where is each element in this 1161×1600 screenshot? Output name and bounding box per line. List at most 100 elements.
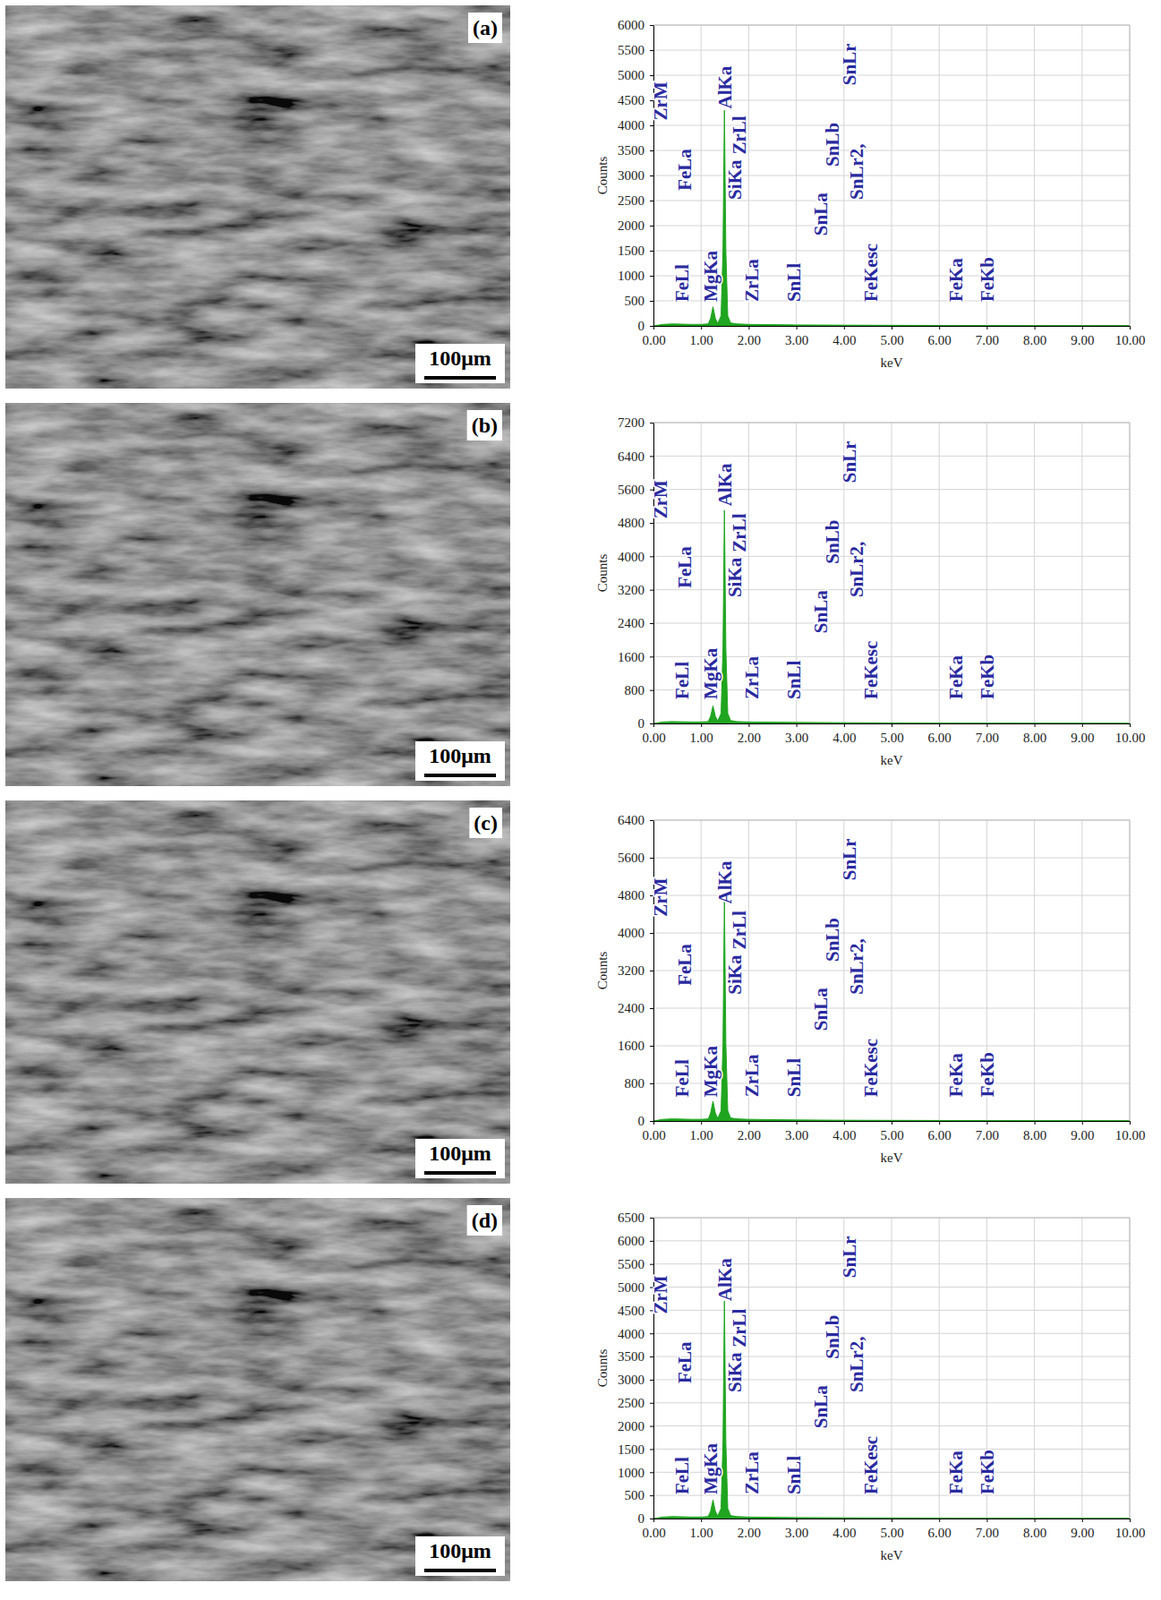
peak-label: SnLa (810, 1384, 832, 1428)
peak-label: FeLa (674, 148, 696, 191)
y-tick-label: 6400 (617, 449, 645, 464)
grid (653, 819, 1130, 1121)
y-tick-mark (649, 1448, 654, 1450)
x-axis: 0.001.002.003.004.005.006.007.008.009.00… (641, 1120, 1145, 1143)
spectrum-chart: 0.001.002.003.004.005.006.007.008.009.00… (595, 1210, 1145, 1563)
y-tick-mark (649, 1240, 654, 1242)
micrograph-ground (5, 5, 511, 389)
x-tick: 5.00 (879, 1518, 904, 1540)
x-tick-mark (844, 723, 846, 727)
y-tick: 2000 (617, 1418, 654, 1434)
y-tick-label: 5600 (617, 482, 645, 497)
x-tick: 6.00 (928, 325, 952, 348)
grid (653, 1217, 1130, 1519)
scale-bar (424, 773, 496, 777)
x-tick-mark (986, 325, 988, 330)
x-tick-label: 1.00 (690, 1127, 714, 1143)
x-tick-mark (748, 723, 750, 727)
x-tick: 5.00 (879, 723, 904, 745)
x-tick-mark (1129, 723, 1131, 727)
x-tick-label: 7.00 (975, 332, 999, 348)
peak-labels: ZrMFeLaFeLlMgKaAlKaZrLlSiKaZrLaSnLlSnLaS… (649, 1236, 998, 1495)
x-tick-label: 5.00 (879, 1127, 904, 1143)
x-tick-label: 7.00 (975, 1525, 999, 1540)
x-tick-label: 9.00 (1070, 332, 1094, 348)
peak-label: ZrLa (741, 656, 763, 700)
x-tick: 6.00 (928, 1120, 952, 1143)
peak-label: FeKesc (860, 243, 882, 302)
y-tick-mark (649, 1402, 654, 1404)
x-tick: 3.00 (785, 1120, 809, 1143)
x-tick-mark (986, 1518, 988, 1522)
y-tick-mark (649, 300, 654, 302)
y-axis-line (649, 423, 655, 725)
peak-label: ZrLl (728, 512, 751, 552)
panel-label-box: (c) (469, 807, 503, 838)
x-tick-label: 9.00 (1070, 1127, 1094, 1143)
x-tick: 9.00 (1070, 1518, 1094, 1540)
x-tick: 0.00 (641, 325, 666, 348)
panel-row: (d)100μm0.001.002.003.004.005.006.007.00… (5, 1197, 1145, 1581)
x-tick-label: 8.00 (1023, 332, 1047, 348)
x-tick: 2.00 (737, 723, 761, 745)
x-tick-mark (1129, 325, 1131, 330)
y-tick: 3500 (617, 1348, 654, 1364)
y-tick-label: 4000 (617, 549, 645, 564)
x-tick: 9.00 (1070, 1120, 1094, 1143)
x-axis-line (654, 724, 1131, 728)
x-tick: 0.00 (641, 1518, 666, 1540)
scale-bar-box: 100μm (415, 343, 505, 384)
x-tick-mark (700, 1120, 702, 1125)
x-tick-label: 0.00 (641, 1525, 666, 1540)
plot-area (653, 110, 1130, 326)
y-tick-label: 3000 (617, 1372, 645, 1387)
y-tick-mark (649, 1518, 654, 1520)
peak-label: FeKesc (860, 640, 882, 700)
peak-label: FeKa (945, 1450, 967, 1494)
y-tick-label: 2500 (617, 193, 645, 208)
x-tick-label: 10.00 (1115, 730, 1146, 745)
y-axis: 0500100015002000250030003500400045005000… (617, 17, 655, 333)
y-tick-label: 4000 (617, 118, 645, 133)
y-tick-mark (649, 1379, 654, 1381)
peak-label: SnLl (783, 263, 805, 302)
y-tick: 0 (638, 1511, 655, 1526)
y-axis-title: Counts (595, 951, 610, 991)
panel-label-box: (b) (467, 409, 503, 441)
y-tick: 3200 (617, 963, 654, 978)
y-tick-mark (649, 690, 654, 692)
frame (653, 819, 1130, 821)
peak-label: SnLr (838, 838, 861, 881)
y-tick-mark (649, 175, 654, 177)
x-tick: 8.00 (1023, 325, 1047, 348)
spectrum-chart: 0.001.002.003.004.005.006.007.008.009.00… (595, 415, 1145, 768)
x-tick-mark (796, 723, 798, 727)
x-tick-label: 8.00 (1023, 1127, 1047, 1143)
peak-label: FeKa (945, 654, 967, 699)
peak-label: SiKa (724, 954, 746, 995)
x-tick-mark (748, 325, 750, 330)
y-tick: 5500 (617, 42, 654, 58)
peak-label: SnLa (810, 987, 832, 1031)
scale-bar-text: 100μm (428, 743, 492, 768)
spectrum (653, 1300, 1130, 1519)
y-tick: 4800 (617, 887, 654, 903)
peak-label: ZrM (649, 479, 672, 519)
y-tick-mark (649, 1045, 654, 1047)
y-tick-mark (649, 1471, 654, 1473)
panel-row: (b) 100μm 0.001.002.003.004.005.006.007.00… (5, 402, 1145, 786)
y-tick-label: 5600 (617, 850, 645, 865)
y-tick: 1600 (617, 1038, 654, 1053)
x-axis-line (654, 326, 1131, 331)
x-tick: 2.00 (737, 1518, 761, 1540)
x-tick-mark (1034, 723, 1036, 727)
x-tick-mark (796, 325, 798, 330)
scale-bar (424, 375, 496, 380)
y-tick-mark (649, 225, 654, 227)
grid-line (891, 422, 893, 724)
x-tick-mark (1082, 1518, 1084, 1522)
y-tick-label: 800 (624, 682, 646, 698)
x-tick-label: 6.00 (928, 1525, 952, 1540)
micrograph: (a)100μm (5, 5, 511, 389)
x-tick-label: 2.00 (737, 1127, 761, 1143)
